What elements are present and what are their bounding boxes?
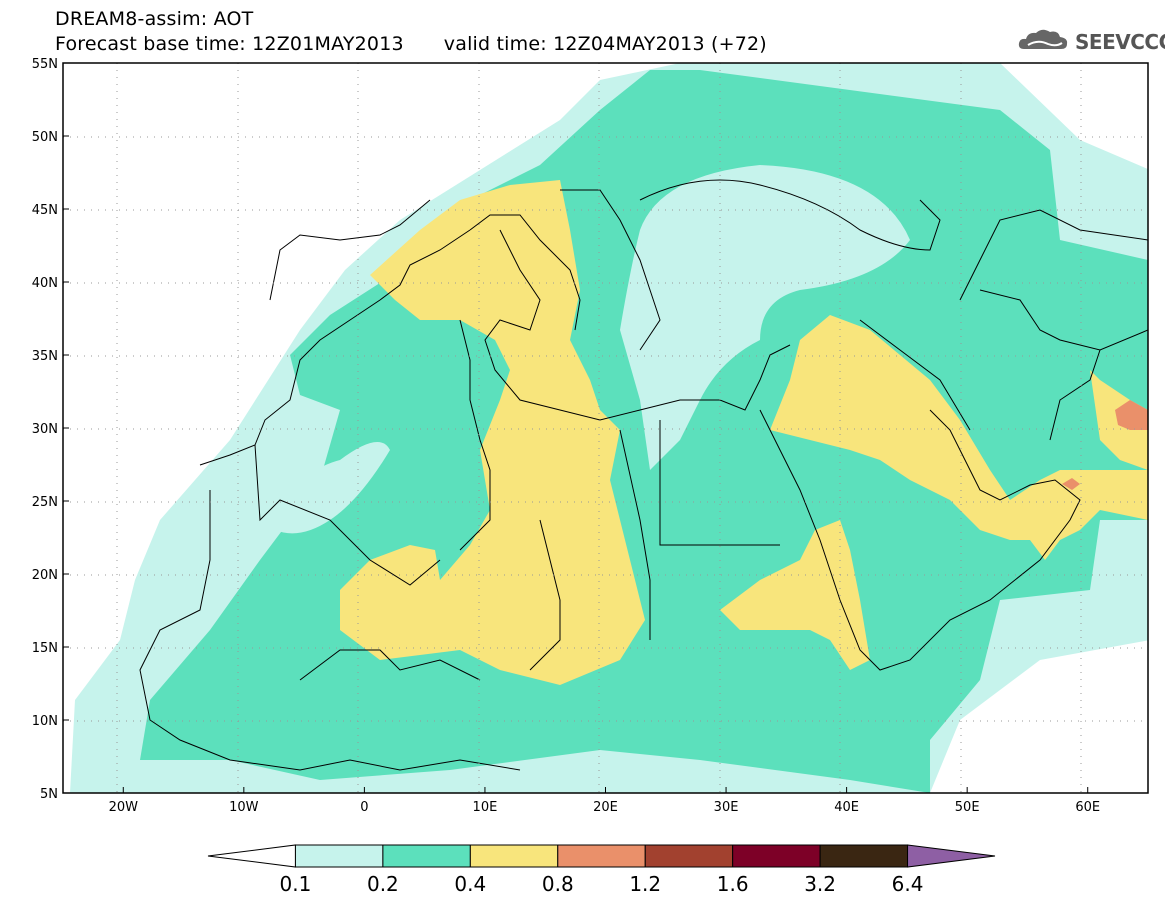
colorbar-label: 0.2 bbox=[367, 872, 399, 896]
colorbar-label: 1.2 bbox=[629, 872, 661, 896]
colorbar-swatch bbox=[644, 844, 734, 868]
aot-field-0.8 bbox=[1115, 400, 1148, 430]
chart-subtitle: Forecast base time: 12Z01MAY2013 valid ti… bbox=[55, 34, 767, 54]
chart-title: DREAM8-assim: AOT bbox=[55, 8, 254, 30]
lat-tick-label: 5N bbox=[40, 787, 58, 802]
lon-labels: 20W 10W 0 10E 20E 30E 40E 50E 60E bbox=[109, 787, 1100, 815]
lon-tick-label: 30E bbox=[714, 800, 739, 815]
lat-tick-label: 55N bbox=[32, 57, 58, 72]
cloud-logo-icon bbox=[1018, 29, 1068, 49]
lon-tick-label: 10W bbox=[229, 800, 259, 815]
lon-tick-label: 20E bbox=[593, 800, 618, 815]
aot-field-0.1-west bbox=[270, 442, 390, 534]
aot-field-0.4-arabia bbox=[770, 315, 1148, 560]
lat-tick-label: 25N bbox=[32, 495, 58, 510]
colorbar-label: 6.4 bbox=[892, 872, 924, 896]
colorbar-label: 1.6 bbox=[717, 872, 749, 896]
lat-tick-label: 45N bbox=[32, 203, 58, 218]
valid-time: valid time: 12Z04MAY2013 (+72) bbox=[443, 33, 767, 55]
lon-tick-label: 50E bbox=[955, 800, 980, 815]
base-time: Forecast base time: 12Z01MAY2013 bbox=[55, 33, 404, 55]
aot-field-0.8-small bbox=[1062, 478, 1080, 490]
lat-tick-label: 30N bbox=[32, 422, 58, 437]
colorbar-arrow-low bbox=[207, 844, 296, 868]
colorbar-swatches bbox=[207, 844, 996, 868]
lat-tick-label: 15N bbox=[32, 641, 58, 656]
lon-tick-label: 40E bbox=[834, 800, 859, 815]
aot-fields bbox=[63, 63, 1148, 793]
lat-tick-label: 10N bbox=[32, 714, 58, 729]
aot-field-0.4-central bbox=[340, 180, 645, 685]
lon-tick-label: 60E bbox=[1075, 800, 1100, 815]
lon-tick-label: 20W bbox=[109, 800, 139, 815]
colorbar-arrow-high bbox=[907, 844, 996, 868]
colorbar-swatch bbox=[294, 844, 384, 868]
aot-field-0.4-sudan bbox=[720, 520, 870, 670]
colorbar-swatch bbox=[557, 844, 646, 868]
logo-text: SEEVCCC bbox=[1075, 30, 1165, 54]
aot-field-0.1-inner bbox=[620, 165, 910, 470]
colorbar-label: 0.8 bbox=[542, 872, 574, 896]
colorbar-swatch bbox=[469, 844, 559, 868]
colorbar-labels: 0.1 0.2 0.4 0.8 1.2 1.6 3.2 6.4 bbox=[280, 872, 924, 896]
coastlines bbox=[139, 179, 1148, 771]
lat-labels: 55N 50N 45N 40N 35N 30N 25N 20N 15N 10N 5N bbox=[32, 57, 69, 802]
lat-tick-label: 35N bbox=[32, 349, 58, 364]
lat-tick-label: 50N bbox=[32, 130, 58, 145]
colorbar-label: 3.2 bbox=[804, 872, 836, 896]
lon-tick-label: 10E bbox=[473, 800, 498, 815]
colorbar-label: 0.4 bbox=[454, 872, 486, 896]
colorbar-swatch bbox=[382, 844, 471, 868]
lat-tick-label: 20N bbox=[32, 568, 58, 583]
lat-tick-label: 40N bbox=[32, 276, 58, 291]
colorbar-label: 0.1 bbox=[280, 872, 312, 896]
grid-lines bbox=[63, 63, 1148, 793]
colorbar-swatch bbox=[819, 844, 909, 868]
lon-tick-label: 0 bbox=[360, 800, 368, 815]
colorbar-swatch bbox=[732, 844, 821, 868]
